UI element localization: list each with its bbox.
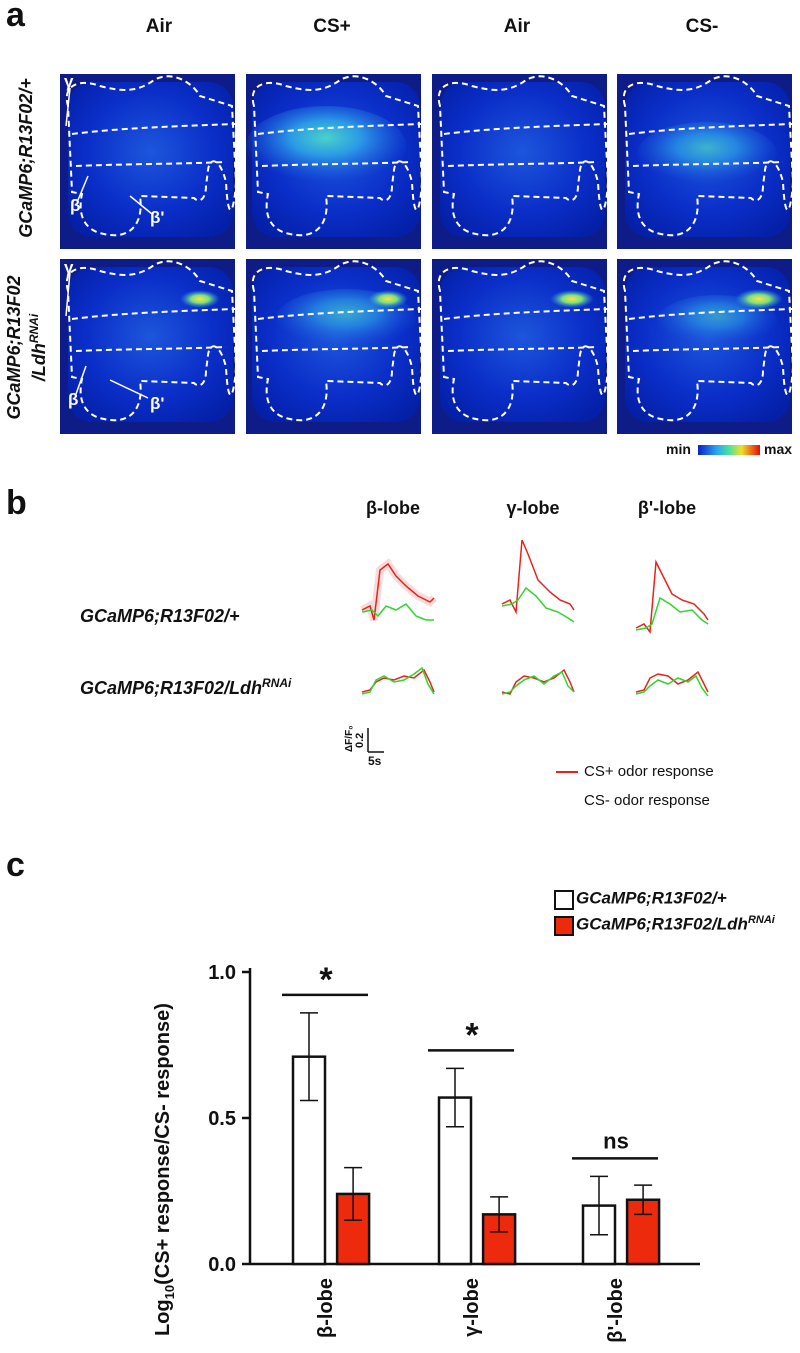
column-header-cs-plus: CS+ — [313, 16, 351, 37]
y-axis-label: Log10(CS+ response/CS- response) — [152, 1003, 177, 1336]
category-label: β-lobe — [315, 1278, 337, 1338]
trace-control-betaprime — [635, 559, 709, 635]
legend-label-csplus: CS+ odor response — [584, 763, 714, 780]
panel-letter-c: c — [6, 846, 25, 884]
y-tick-label: 1.0 — [208, 962, 236, 984]
legend-swatch-control — [554, 890, 574, 910]
panel-letter-b: b — [6, 484, 27, 522]
scale-x-value: 5s — [368, 754, 382, 768]
colormap-min-label: min — [666, 441, 691, 457]
trace-rnai-betaprime — [635, 670, 709, 697]
lobe-pointers-row2 — [65, 271, 149, 399]
trace-rnai-beta — [361, 666, 435, 695]
lobe-label-beta-row1: β — [70, 196, 81, 215]
column-header-air-2: Air — [503, 16, 531, 37]
tile-row1-air1 — [60, 74, 238, 249]
trace-plots — [360, 539, 709, 773]
colormap-bar — [698, 445, 760, 455]
genotype-label-control: GCaMP6;R13F02/+ — [80, 606, 240, 626]
lobe-pointers-row1 — [65, 87, 153, 215]
legend-swatch-rnai — [554, 916, 574, 936]
y-tick-label: 0.5 — [208, 1108, 236, 1130]
lobe-label-betaprime-row1: β' — [150, 208, 165, 227]
genotype-label-ldh-rnai: GCaMP6;R13F02/LdhRNAi — [80, 676, 292, 698]
trace-rnai-gamma — [501, 668, 575, 695]
lobe-header-gamma: γ-lobe — [506, 498, 560, 518]
tile-row2-csplus — [246, 259, 423, 434]
lobe-label-gamma-row1: γ — [64, 72, 74, 91]
column-header-cs-minus: CS- — [685, 16, 719, 37]
tile-row2-csminus — [617, 259, 794, 434]
tile-row1-csminus — [617, 74, 794, 249]
significance-label: * — [465, 1016, 479, 1054]
category-label: γ-lobe — [461, 1278, 483, 1337]
bar-chart: 0.0 0.5 1.0 * β-lobe * γ-lobe ns β'-lobe — [208, 961, 700, 1343]
lobe-header-betaprime: β'-lobe — [637, 498, 697, 518]
scale-bar — [367, 728, 384, 753]
imaging-grid — [60, 74, 794, 455]
colormap-max-label: max — [764, 441, 793, 457]
scale-y-value: 0.2 — [354, 732, 366, 748]
tile-row2-air2 — [432, 259, 609, 434]
lobe-label-beta-row2: β — [68, 390, 79, 409]
y-tick-label: 0.0 — [208, 1254, 236, 1276]
trace-control-beta — [360, 558, 437, 622]
tile-row1-csplus — [246, 74, 423, 249]
lobe-label-betaprime-row2: β' — [150, 394, 165, 413]
significance-label: * — [319, 961, 333, 999]
lobe-header-beta: β-lobe — [366, 498, 420, 518]
trace-control-gamma — [501, 539, 575, 623]
tile-row1-air2 — [432, 74, 609, 249]
legend-label-control: GCaMP6;R13F02/+ — [576, 888, 727, 908]
bar-1-1 — [481, 1213, 517, 1266]
tile-row2-air1 — [60, 259, 238, 434]
column-header-air-1: Air — [145, 16, 173, 37]
panel-letter-a: a — [6, 0, 25, 34]
category-label: β'-lobe — [605, 1278, 627, 1343]
legend-label-csminus: CS- odor response — [584, 792, 710, 809]
legend-label-rnai: GCaMP6;R13F02/LdhRNAi — [576, 914, 775, 934]
lobe-label-gamma-row2: γ — [64, 258, 74, 277]
significance-label: ns — [603, 1128, 629, 1153]
